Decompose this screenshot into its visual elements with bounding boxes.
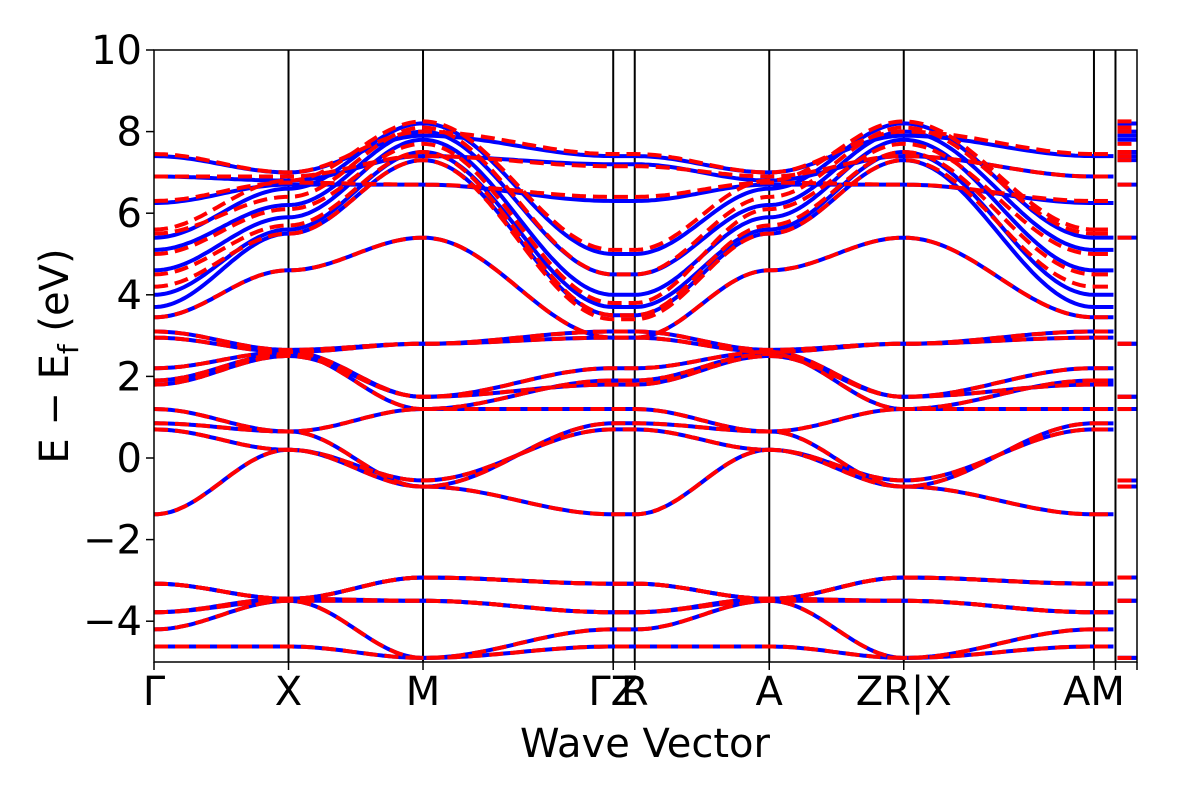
band-line-solid bbox=[154, 137, 1095, 297]
x-tick-label: A bbox=[756, 669, 784, 715]
x-tick-label: R bbox=[621, 669, 649, 715]
y-tick-label: 4 bbox=[117, 273, 142, 319]
band-line-dashed bbox=[154, 427, 1095, 483]
band-line-dashed bbox=[154, 125, 1095, 277]
bands-dashed-series bbox=[154, 119, 1137, 660]
band-line-dashed bbox=[154, 575, 1094, 601]
y-tick-label: 6 bbox=[117, 191, 142, 237]
bands-solid-series bbox=[154, 121, 1137, 660]
band-line-dashed bbox=[154, 421, 1095, 489]
band-line-solid bbox=[154, 154, 1095, 183]
band-line-dashed bbox=[154, 129, 1094, 175]
band-line-solid bbox=[154, 149, 1095, 309]
band-line-dashed bbox=[154, 119, 1095, 252]
band-line-dashed bbox=[154, 598, 1094, 660]
band-line-dashed bbox=[154, 149, 1095, 318]
band-line-solid bbox=[154, 447, 1094, 517]
x-tick-label: ΓZ bbox=[588, 669, 638, 715]
band-line-dashed bbox=[154, 180, 1095, 203]
band-line-solid bbox=[154, 575, 1094, 601]
plot-frame bbox=[153, 49, 1138, 663]
plot-area bbox=[154, 50, 1137, 662]
x-tick-label: M bbox=[406, 669, 441, 715]
band-line-dashed bbox=[154, 141, 1095, 305]
x-tick-label: AM bbox=[1063, 669, 1125, 715]
x-axis: Γ X M ΓZR A ZR|X AM bbox=[143, 662, 1138, 715]
band-line-dashed bbox=[154, 644, 1094, 660]
x-tick-label: X bbox=[275, 669, 302, 715]
y-axis-title-main: E − E bbox=[32, 354, 78, 464]
band-line-dashed bbox=[154, 235, 1095, 340]
x-tick-label: ZR|X bbox=[856, 669, 952, 715]
y-axis: −4 −2 0 2 4 6 8 10 bbox=[83, 28, 154, 645]
y-axis-title-unit: (eV) bbox=[32, 248, 78, 344]
y-tick-label: −4 bbox=[83, 599, 142, 645]
band-line-solid bbox=[154, 349, 1095, 399]
band-line-dashed bbox=[154, 575, 1094, 601]
band-line-dashed bbox=[154, 158, 1095, 322]
band-line-solid bbox=[154, 575, 1094, 601]
band-line-dashed bbox=[154, 352, 1094, 411]
x-axis-title: Wave Vector bbox=[520, 721, 771, 767]
y-tick-label: 2 bbox=[117, 354, 142, 400]
band-line-dashed bbox=[154, 349, 1095, 399]
y-tick-label: 10 bbox=[91, 28, 142, 74]
y-tick-label: 8 bbox=[117, 110, 142, 156]
band-line-dashed bbox=[154, 407, 1094, 434]
band-line-dashed bbox=[154, 329, 1094, 352]
x-tick-label: Γ bbox=[143, 669, 166, 715]
y-axis-title: E − Ef (eV) bbox=[32, 248, 85, 463]
y-tick-label: 0 bbox=[117, 436, 142, 482]
y-axis-title-subscript: f bbox=[52, 343, 85, 354]
band-line-dashed bbox=[154, 154, 1095, 179]
band-line-dashed bbox=[154, 447, 1094, 517]
y-tick-label: −2 bbox=[83, 518, 142, 564]
